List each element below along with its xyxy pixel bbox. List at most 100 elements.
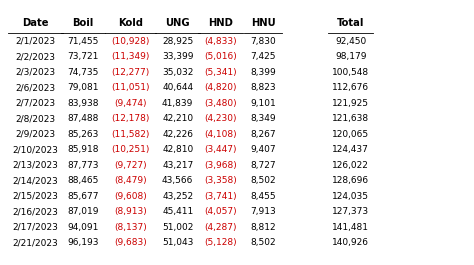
Text: 94,091: 94,091 (67, 223, 99, 232)
Text: 28,925: 28,925 (162, 37, 193, 46)
Text: 43,217: 43,217 (162, 161, 193, 170)
Text: 124,437: 124,437 (332, 145, 369, 154)
Text: 79,081: 79,081 (67, 83, 99, 92)
Text: 33,399: 33,399 (162, 52, 193, 61)
Text: 127,373: 127,373 (332, 207, 369, 216)
Text: 121,925: 121,925 (332, 99, 369, 108)
Text: 2/8/2023: 2/8/2023 (16, 114, 55, 123)
Text: 2/15/2023: 2/15/2023 (13, 192, 58, 201)
Text: 85,677: 85,677 (67, 192, 99, 201)
Text: 8,502: 8,502 (250, 238, 276, 247)
Text: 42,210: 42,210 (162, 114, 193, 123)
Text: (9,683): (9,683) (114, 238, 147, 247)
Text: 8,349: 8,349 (250, 114, 276, 123)
Text: 42,226: 42,226 (162, 130, 193, 139)
Text: 8,455: 8,455 (250, 192, 276, 201)
Text: 121,638: 121,638 (332, 114, 369, 123)
Text: (3,480): (3,480) (204, 99, 237, 108)
Text: 120,065: 120,065 (332, 130, 369, 139)
Text: (4,230): (4,230) (204, 114, 237, 123)
Text: (3,447): (3,447) (204, 145, 237, 154)
Text: (4,833): (4,833) (204, 37, 237, 46)
Text: 43,252: 43,252 (162, 192, 193, 201)
Text: (11,349): (11,349) (111, 52, 149, 61)
Text: 140,926: 140,926 (332, 238, 369, 247)
Text: 2/16/2023: 2/16/2023 (13, 207, 58, 216)
Text: Date: Date (22, 17, 49, 28)
Text: UNG: UNG (165, 17, 190, 28)
Text: 73,721: 73,721 (67, 52, 99, 61)
Text: 2/9/2023: 2/9/2023 (16, 130, 55, 139)
Text: 126,022: 126,022 (332, 161, 369, 170)
Text: (5,341): (5,341) (204, 68, 237, 77)
Text: 87,488: 87,488 (67, 114, 99, 123)
Text: 74,735: 74,735 (67, 68, 99, 77)
Text: 2/13/2023: 2/13/2023 (13, 161, 58, 170)
Text: 83,938: 83,938 (67, 99, 99, 108)
Text: (3,358): (3,358) (204, 176, 237, 185)
Text: Boil: Boil (73, 17, 93, 28)
Text: 96,193: 96,193 (67, 238, 99, 247)
Text: (11,582): (11,582) (111, 130, 149, 139)
Text: 8,823: 8,823 (250, 83, 276, 92)
Text: 2/21/2023: 2/21/2023 (13, 238, 58, 247)
Text: 2/14/2023: 2/14/2023 (13, 176, 58, 185)
Text: HNU: HNU (251, 17, 275, 28)
Text: 8,812: 8,812 (250, 223, 276, 232)
Text: (12,178): (12,178) (111, 114, 149, 123)
Text: 85,263: 85,263 (67, 130, 99, 139)
Text: (5,128): (5,128) (204, 238, 237, 247)
Text: 112,676: 112,676 (332, 83, 369, 92)
Text: 2/10/2023: 2/10/2023 (13, 145, 58, 154)
Text: 42,810: 42,810 (162, 145, 193, 154)
Text: (3,968): (3,968) (204, 161, 237, 170)
Text: 87,773: 87,773 (67, 161, 99, 170)
Text: 8,267: 8,267 (250, 130, 276, 139)
Text: 51,043: 51,043 (162, 238, 193, 247)
Text: (9,727): (9,727) (114, 161, 146, 170)
Text: 85,918: 85,918 (67, 145, 99, 154)
Text: (4,057): (4,057) (204, 207, 237, 216)
Text: 100,548: 100,548 (332, 68, 369, 77)
Text: 51,002: 51,002 (162, 223, 193, 232)
Text: 2/17/2023: 2/17/2023 (13, 223, 58, 232)
Text: (9,608): (9,608) (114, 192, 147, 201)
Text: Total: Total (337, 17, 365, 28)
Text: (4,108): (4,108) (204, 130, 237, 139)
Text: 2/2/2023: 2/2/2023 (16, 52, 55, 61)
Text: 124,035: 124,035 (332, 192, 369, 201)
Text: 87,019: 87,019 (67, 207, 99, 216)
Text: Kold: Kold (118, 17, 143, 28)
Text: 40,644: 40,644 (162, 83, 193, 92)
Text: 2/3/2023: 2/3/2023 (16, 68, 55, 77)
Text: (5,016): (5,016) (204, 52, 237, 61)
Text: (8,137): (8,137) (114, 223, 147, 232)
Text: (8,479): (8,479) (114, 176, 146, 185)
Text: 43,566: 43,566 (162, 176, 193, 185)
Text: 35,032: 35,032 (162, 68, 193, 77)
Text: 8,727: 8,727 (250, 161, 276, 170)
Text: HND: HND (208, 17, 233, 28)
Text: (10,251): (10,251) (111, 145, 149, 154)
Text: (11,051): (11,051) (111, 83, 150, 92)
Text: 128,696: 128,696 (332, 176, 369, 185)
Text: 2/1/2023: 2/1/2023 (16, 37, 55, 46)
Text: (4,287): (4,287) (204, 223, 237, 232)
Text: 92,450: 92,450 (335, 37, 366, 46)
Text: 9,101: 9,101 (250, 99, 276, 108)
Text: 7,425: 7,425 (250, 52, 276, 61)
Text: 141,481: 141,481 (332, 223, 369, 232)
Text: 45,411: 45,411 (162, 207, 193, 216)
Text: 8,399: 8,399 (250, 68, 276, 77)
Text: 2/6/2023: 2/6/2023 (16, 83, 55, 92)
Text: (10,928): (10,928) (111, 37, 149, 46)
Text: 8,502: 8,502 (250, 176, 276, 185)
Text: (12,277): (12,277) (111, 68, 149, 77)
Text: (3,741): (3,741) (204, 192, 237, 201)
Text: (4,820): (4,820) (204, 83, 237, 92)
Text: 71,455: 71,455 (67, 37, 99, 46)
Text: 7,830: 7,830 (250, 37, 276, 46)
Text: 9,407: 9,407 (250, 145, 276, 154)
Text: 41,839: 41,839 (162, 99, 193, 108)
Text: (8,913): (8,913) (114, 207, 147, 216)
